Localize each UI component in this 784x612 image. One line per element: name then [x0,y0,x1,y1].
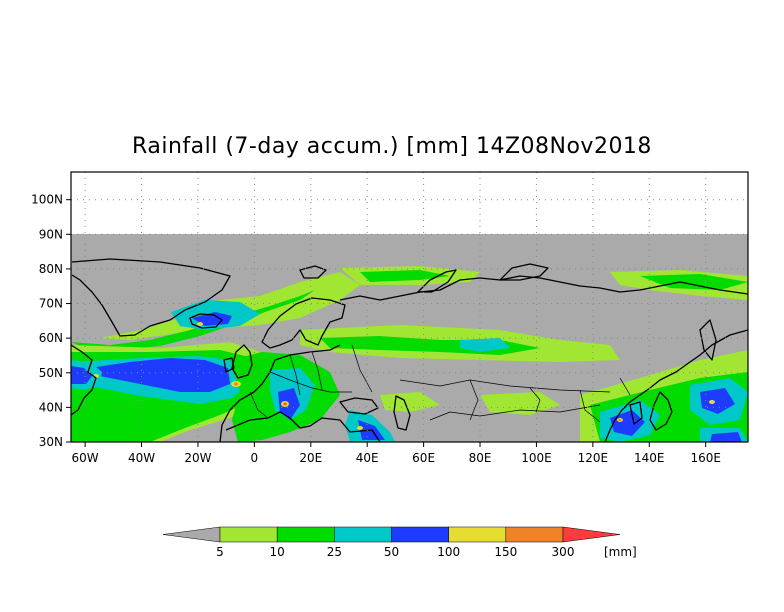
lon-axis: 60W 40W 20W 0 20E 40E 60E 80E 100E 120E 140E 160E [72,442,721,465]
colorbar-segment [391,526,449,543]
rain-patch-c50 [610,410,645,436]
colorbar-high-arrow [562,526,621,543]
rain-spot-c100 [197,322,203,326]
plot-frame [70,171,749,443]
colorbar-segment [505,526,564,543]
colorbar-label: 5 [216,545,224,559]
rain-patch-c25 [460,338,510,352]
lat-tick-label: 100N [31,193,63,207]
coastlines [71,258,748,442]
colorbar-label: 10 [270,545,285,559]
colorbar-low-arrow [162,526,221,543]
colorbar-label: 25 [327,545,342,559]
lat-axis: 30N 40N 50N 60N 70N 80N 90N 100N [31,193,71,449]
lon-tick-label: 60E [412,451,435,465]
colorbar-label: 100 [437,545,460,559]
lat-tick-label: 80N [39,262,63,276]
lon-tick-label: 100E [521,451,552,465]
lon-tick-label: 120E [578,451,609,465]
lat-tick-label: 90N [39,227,63,241]
map-title: Rainfall (7-day accum.) [mm] 14Z08Nov201… [132,134,652,159]
rain-patch-c50 [192,312,232,326]
colorbar-segment [276,526,335,543]
lon-tick-label: 140E [634,451,665,465]
lat-tick-label: 50N [39,366,63,380]
lon-tick-label: 20W [184,451,211,465]
lon-tick-label: 80E [469,451,492,465]
rain-spot-c150 [618,419,622,421]
rain-spot-c100 [357,426,363,430]
rainfall-patches [71,266,748,442]
rain-patch-c10 [360,270,450,282]
lat-tick-label: 30N [39,435,63,449]
colorbar-label: 300 [552,545,575,559]
scandinavia-coast [261,297,346,349]
greenland-coast [71,258,231,337]
rain-patch-c50 [71,366,92,384]
caspian-coast [393,395,411,431]
novaya-zemlya-coast [417,269,457,293]
rain-patch-c50 [90,358,230,392]
black-sea-coast [339,397,379,415]
lon-tick-label: 40E [356,451,379,465]
colorbar-segment [448,526,507,543]
iceland-coast [189,313,223,329]
colorbar-label: 150 [494,545,517,559]
rain-patch-c10 [71,290,315,350]
colorbar-segment [334,526,392,543]
taymyr-coast [499,263,549,281]
kamchatka-coast [699,319,717,361]
arctic-coast [339,275,748,301]
rain-patch-c5 [480,392,560,415]
lon-tick-label: 0 [251,451,259,465]
mediterranean-coast [225,411,381,442]
rain-spot-c300 [284,403,286,405]
far-east-coast [604,329,748,442]
britain-coast [231,344,253,379]
colorbar-unit: [mm] [604,545,637,559]
rain-spot-c100 [709,400,715,404]
rain-spot-c150 [234,382,238,386]
north-america-coast [71,344,97,416]
colorbar-label: 50 [384,545,399,559]
rain-patch-c10 [640,274,748,290]
colorbar: 5 10 25 50 100 150 300 [mm] [162,526,637,559]
lon-tick-label: 20E [299,451,322,465]
colorbar-segment [219,526,278,543]
rain-patch-c50 [700,388,735,414]
lat-tick-label: 70N [39,297,63,311]
europe-coast [219,344,341,442]
lon-tick-label: 40W [128,451,155,465]
lon-tick-label: 60W [72,451,99,465]
lat-tick-label: 40N [39,400,63,414]
svalbard-coast [299,265,327,279]
lon-tick-label: 160E [690,451,721,465]
country-borders [249,344,631,423]
lat-tick-label: 60N [39,331,63,345]
ireland-coast [223,357,235,373]
gridlines [71,172,748,442]
korea-coast [629,401,643,425]
rain-patch-c50 [710,432,742,442]
